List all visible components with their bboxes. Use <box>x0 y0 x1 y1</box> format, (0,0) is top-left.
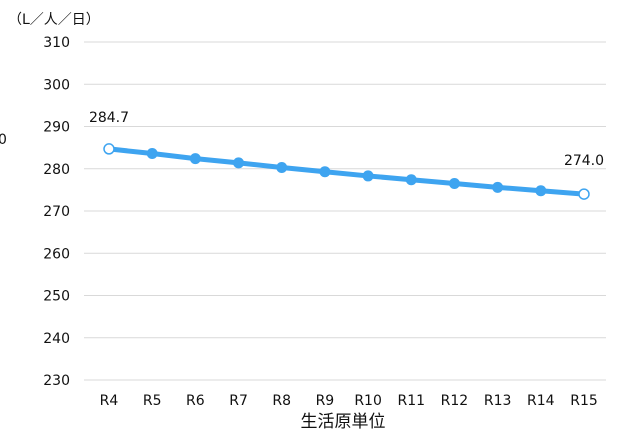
data-point <box>535 185 547 197</box>
x-tick-label: R14 <box>527 393 555 409</box>
x-tick-label: R9 <box>316 393 335 409</box>
y-tick-label: 280 <box>43 162 70 178</box>
y-tick-label: 230 <box>43 373 70 389</box>
y-tick-label: 300 <box>43 77 70 93</box>
data-point <box>189 153 201 165</box>
x-tick-label: R13 <box>484 393 512 409</box>
data-point <box>578 188 590 200</box>
x-tick-label: R11 <box>397 393 425 409</box>
data-point <box>448 178 460 190</box>
y-axis-ticks: 310 300 290 280 270 260 250 240 230 <box>43 35 70 389</box>
x-tick-label: R5 <box>143 393 162 409</box>
y-tick-label: 310 <box>43 35 70 51</box>
x-tick-label: R8 <box>272 393 291 409</box>
data-label: 274.0 <box>564 153 604 169</box>
x-tick-label: R12 <box>441 393 469 409</box>
data-labels: 284.7 274.0 <box>89 110 604 169</box>
y-tick-label: 240 <box>43 331 70 347</box>
left-edge-fragment: 0 <box>0 132 7 148</box>
gridlines <box>84 41 606 381</box>
data-point <box>319 166 331 178</box>
x-tick-label: R6 <box>186 393 205 409</box>
y-tick-label: 290 <box>43 120 70 136</box>
y-tick-label: 270 <box>43 204 70 220</box>
x-tick-label: R15 <box>570 393 598 409</box>
series-layer <box>103 143 590 200</box>
data-point <box>103 143 115 155</box>
data-point <box>276 161 288 173</box>
chart-title: 生活原単位 <box>301 412 386 432</box>
x-axis-ticks: R4 R5 R6 R7 R8 R9 R10 R11 R12 R13 R14 R15 <box>100 393 598 409</box>
x-tick-label: R4 <box>100 393 119 409</box>
data-point <box>492 181 504 193</box>
data-point <box>405 174 417 186</box>
unit-label: （L／人／日） <box>8 12 100 28</box>
x-tick-label: R7 <box>229 393 248 409</box>
x-tick-label: R10 <box>354 393 382 409</box>
series-line <box>106 146 587 197</box>
y-tick-label: 250 <box>43 289 70 305</box>
y-tick-label: 260 <box>43 246 70 262</box>
data-label: 284.7 <box>89 110 129 126</box>
data-point <box>146 148 158 160</box>
data-point <box>233 157 245 169</box>
data-point <box>362 170 374 182</box>
